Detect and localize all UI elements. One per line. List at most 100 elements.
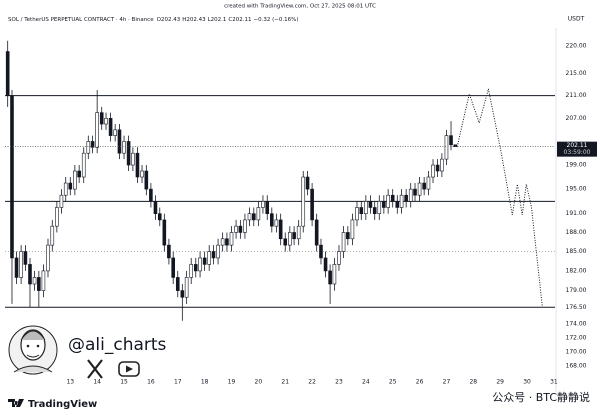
x-tick-label: 13 [66, 379, 74, 386]
candle-body [10, 95, 14, 259]
candle-body [77, 170, 81, 178]
watermark: 公众号 · BTC静静说 [492, 390, 590, 404]
candle-body [247, 213, 252, 221]
candle-body [310, 188, 314, 221]
y-tick-label: 220.00 [566, 43, 587, 50]
candle-body [359, 207, 364, 214]
candle-body [355, 207, 359, 221]
ohlc-label: O [157, 17, 162, 23]
candle-body [292, 232, 296, 240]
candle-body [149, 188, 153, 202]
price-label-box [557, 141, 597, 157]
candle-body [14, 257, 19, 278]
x-tick-label: 23 [335, 379, 343, 386]
x-tick-label: 14 [93, 379, 101, 386]
candle-body [99, 112, 104, 125]
candle-body [68, 182, 73, 190]
ohlc-value: 202.1 [211, 17, 227, 23]
x-tick-label: 22 [308, 379, 316, 386]
ohlc-label: C [228, 17, 232, 23]
candle-body [435, 164, 440, 172]
candle-body [81, 152, 86, 178]
candle-body [288, 232, 292, 246]
y-tick-label: 195.00 [566, 186, 587, 193]
x-tick-label: 16 [147, 379, 155, 386]
candle-body [386, 194, 390, 208]
candle-body [305, 176, 310, 190]
candle-body [261, 201, 265, 208]
candle-body [135, 152, 140, 178]
change: −0.32 (−0.16%) [254, 17, 299, 23]
x-tick-label: 21 [281, 379, 289, 386]
candle-body [104, 118, 108, 125]
candle-body [390, 194, 395, 202]
candle-body [175, 277, 180, 291]
currency: USDT [568, 16, 585, 23]
x-tick-label: 25 [389, 379, 397, 386]
candle-body [211, 251, 216, 259]
candle-body [50, 225, 55, 246]
candle-body [19, 251, 23, 278]
candle-body [270, 213, 274, 227]
candle-body [167, 244, 171, 259]
x-tick-label: 27 [443, 379, 451, 386]
y-tick-label: 207.00 [566, 115, 587, 122]
brand-logo [8, 399, 24, 407]
candle-body [346, 232, 350, 240]
y-tick-label: 185.00 [566, 248, 587, 255]
y-tick-label: 188.00 [566, 229, 587, 236]
candle-body [234, 225, 238, 233]
x-tick-label: 30 [523, 379, 531, 386]
candle-body [90, 141, 95, 148]
ohlc-value: 202.11 [232, 17, 251, 23]
candle-body [422, 182, 426, 190]
candle-body [216, 244, 220, 259]
candle-body [283, 238, 288, 246]
candle-body [131, 152, 135, 166]
x-tick-label: 26 [416, 379, 424, 386]
candle-body [319, 244, 323, 259]
candle-body [372, 207, 377, 214]
candle-body [63, 182, 68, 196]
candle-body [184, 277, 189, 298]
candle-body [399, 194, 404, 208]
projection-path [456, 88, 543, 308]
candle-body [440, 158, 444, 172]
candle-body [32, 277, 37, 285]
candle-body [364, 201, 368, 214]
candle-body [332, 264, 337, 285]
ohlc-value: 202.43 [161, 17, 181, 23]
candle-body [278, 219, 283, 240]
y-tick-label: 170.00 [566, 348, 587, 355]
candle-body [46, 244, 50, 272]
symbol-line: SOL / TetherUS PERPETUAL CONTRACT · 4h ·… [8, 17, 299, 23]
candle-body [198, 257, 202, 272]
x-tick-label: 29 [496, 379, 504, 386]
candle-body [449, 135, 453, 146]
candle-body [408, 188, 413, 202]
x-logo[interactable] [87, 359, 103, 379]
y-tick-label: 179.00 [566, 287, 587, 294]
y-tick-label: 215.00 [566, 70, 587, 77]
candle-body [238, 225, 243, 233]
candle-body [95, 112, 99, 148]
candle-body [122, 141, 126, 154]
x-tick-label: 28 [469, 379, 477, 386]
candle-body [229, 232, 234, 246]
candle-body [193, 264, 198, 272]
candle-body [350, 219, 355, 240]
candle-body [225, 238, 229, 246]
x-tick-label: 18 [201, 379, 209, 386]
candle-body [274, 219, 279, 227]
candle-body [404, 194, 408, 202]
youtube-logo[interactable] [118, 361, 140, 377]
candle-body [207, 251, 212, 265]
candle-body [117, 129, 122, 154]
candle-body [37, 277, 41, 291]
candle-body [140, 170, 144, 178]
candle-body [162, 219, 167, 246]
y-tick-label: 168.00 [566, 362, 587, 369]
y-tick-label: 174.00 [566, 321, 587, 328]
